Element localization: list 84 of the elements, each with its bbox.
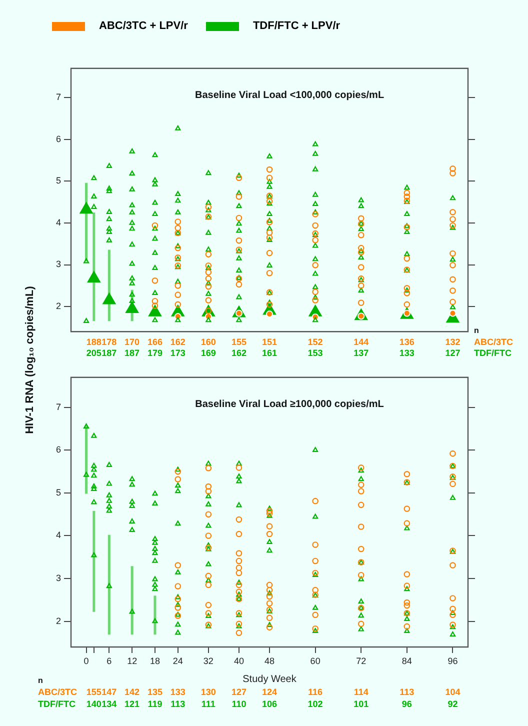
- x-tick-label: 18: [150, 656, 160, 666]
- x-tick-label: 60: [310, 656, 320, 666]
- text: 116: [308, 687, 323, 697]
- text: 113: [400, 687, 414, 697]
- text: 166: [147, 336, 162, 347]
- x-tick-label: 72: [356, 656, 366, 666]
- x-tick-label: 12: [127, 656, 138, 666]
- y-tick-label: 2: [56, 301, 61, 312]
- text: 137: [354, 348, 369, 358]
- text: 104: [445, 687, 460, 697]
- text: 119: [148, 699, 162, 709]
- text: 179: [147, 348, 162, 358]
- y-tick-label: 4: [56, 530, 61, 540]
- text: 178: [102, 336, 117, 347]
- y-tick-label: 6: [56, 444, 61, 455]
- y-tick-label: 4: [56, 217, 61, 228]
- y-tick-label: 6: [56, 134, 61, 144]
- text: n: [474, 326, 479, 335]
- text: ABC/3TC: [474, 336, 514, 347]
- text: 134: [102, 699, 117, 709]
- text: 144: [354, 336, 369, 347]
- text: 113: [170, 699, 186, 709]
- y-tick-label: 5: [56, 487, 61, 498]
- x-axis-title: Study Week: [242, 674, 296, 685]
- text: Baseline Viral Load ≥100,000 copies/mL: [195, 399, 384, 410]
- y-tick-label: 7: [56, 92, 61, 102]
- text: 110: [232, 699, 246, 709]
- y-axis-title: HIV-1 RNA (log₁₀ copies/mL): [24, 286, 36, 434]
- text: 155: [231, 336, 246, 347]
- text: 133: [170, 687, 186, 697]
- text: 102: [308, 699, 323, 709]
- text: 140: [86, 699, 102, 709]
- x-tick-label: 6: [106, 656, 112, 666]
- x-tick-label: 32: [203, 656, 214, 666]
- text: 187: [102, 348, 117, 358]
- legend-label: ABC/3TC + LPV/r: [99, 20, 188, 32]
- text: 96: [402, 699, 412, 709]
- text: 173: [170, 348, 186, 358]
- text: TDF/FTC: [38, 699, 76, 709]
- text: ABC/3TC: [38, 687, 78, 697]
- text: 151: [262, 336, 278, 347]
- y-tick-label: 3: [56, 573, 61, 584]
- text: 130: [200, 687, 216, 697]
- x-tick-label: 24: [172, 656, 183, 666]
- text: 205: [86, 348, 102, 358]
- text: n: [38, 676, 43, 685]
- legend-label: TDF/FTC + LPV/r: [252, 20, 340, 32]
- y-tick-label: 2: [56, 616, 61, 626]
- x-tick-label: 48: [264, 656, 275, 666]
- text: 92: [448, 699, 458, 709]
- y-tick-label: 5: [56, 176, 61, 186]
- text: 162: [170, 336, 186, 347]
- text: 188: [86, 336, 102, 347]
- text: 135: [147, 687, 162, 697]
- text: 127: [445, 348, 460, 358]
- text: 147: [102, 687, 117, 697]
- y-tick-label: 7: [56, 402, 61, 412]
- x-tick-label: 40: [234, 656, 244, 666]
- text: 106: [262, 699, 278, 709]
- text: 124: [262, 687, 278, 697]
- text: 152: [308, 336, 323, 347]
- text: 136: [399, 336, 414, 347]
- text: 169: [200, 348, 216, 358]
- text: 161: [262, 348, 278, 358]
- x-tick-label: 96: [448, 656, 458, 666]
- text: 187: [124, 348, 140, 358]
- text: 153: [308, 348, 323, 358]
- text: 133: [399, 348, 414, 358]
- text: Baseline Viral Load <100,000 copies/mL: [194, 90, 384, 102]
- x-tick-label: 84: [402, 656, 412, 666]
- text: 155: [86, 687, 102, 697]
- text: 142: [124, 687, 140, 697]
- x-tick-label: 0: [84, 656, 89, 666]
- text: 111: [201, 699, 216, 709]
- text: TDF/FTC: [474, 348, 512, 358]
- y-tick-label: 3: [56, 259, 61, 270]
- text: 121: [124, 699, 140, 709]
- text: 170: [124, 336, 140, 347]
- text: 101: [354, 699, 369, 709]
- text: 127: [231, 687, 246, 697]
- text: 114: [354, 687, 368, 697]
- text: 132: [445, 336, 460, 347]
- text: 160: [200, 336, 216, 347]
- text: 162: [231, 348, 246, 358]
